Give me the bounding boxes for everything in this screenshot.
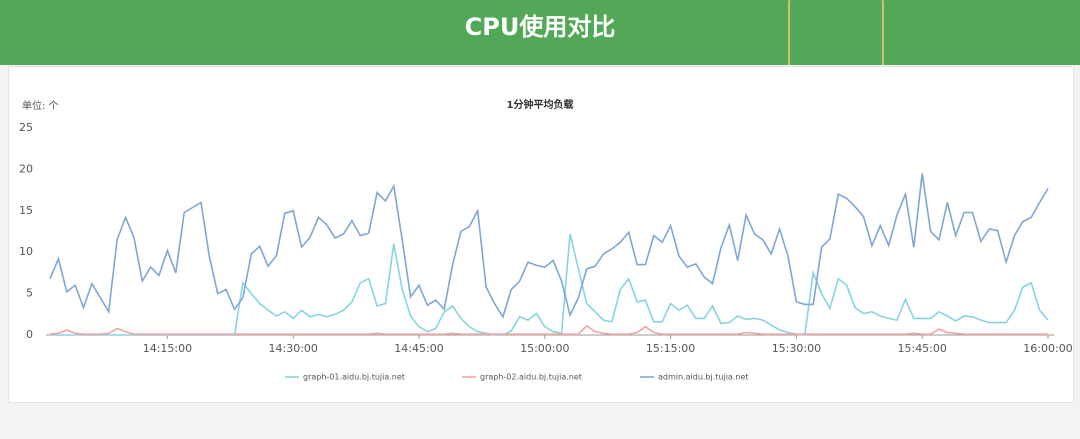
y-tick-label: 10: [19, 245, 33, 258]
unit-label: 单位: 个: [22, 99, 59, 112]
x-tick-label: 15:30:00: [772, 342, 821, 355]
y-tick-label: 15: [19, 204, 33, 217]
series-line: [49, 173, 1049, 319]
x-tick-label: 14:45:00: [394, 342, 443, 355]
decoration: [788, 0, 884, 65]
chart-panel: [8, 66, 1074, 403]
y-tick-label: 25: [19, 121, 33, 134]
legend-label: admin.aidu.bj.tujia.net: [658, 373, 749, 382]
legend-label: graph-01.aidu.bj.tujia.net: [303, 373, 405, 382]
legend-label: graph-02.aidu.bj.tujia.net: [480, 373, 582, 382]
x-tick-label: 16:00:00: [1023, 342, 1072, 355]
x-tick-label: 14:30:00: [269, 342, 318, 355]
x-tick-label: 15:00:00: [520, 342, 569, 355]
y-tick-label: 20: [19, 162, 33, 175]
y-tick-label: 5: [26, 287, 33, 300]
x-tick-label: 15:45:00: [897, 342, 946, 355]
y-tick-label: 0: [26, 328, 33, 341]
header-title: CPU使用对比: [464, 13, 616, 41]
series-line: [49, 324, 1048, 336]
x-tick-label: 15:15:00: [646, 342, 695, 355]
header: CPU使用对比: [0, 0, 1080, 65]
x-tick-label: 14:15:00: [143, 342, 192, 355]
series-line: [50, 233, 1049, 336]
chart-title: 1分钟平均负载: [507, 98, 574, 111]
